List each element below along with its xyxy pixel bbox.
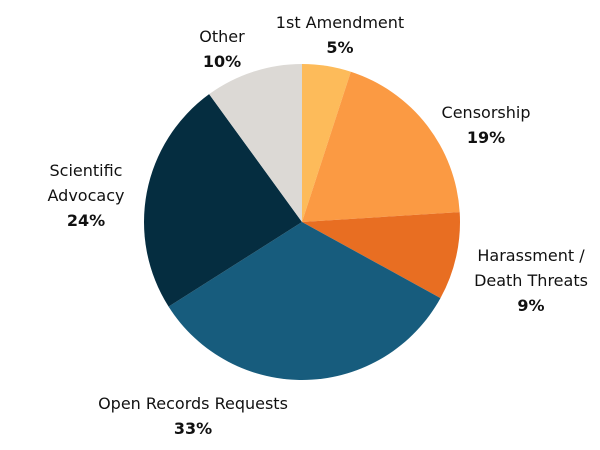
pie-slice <box>209 64 302 222</box>
slice-label: Scientific Advocacy 24% <box>26 158 146 233</box>
value-label: 10% <box>202 52 242 71</box>
category-label: 1st Amendment <box>275 13 405 32</box>
value-label: 24% <box>66 211 106 230</box>
value-label: 19% <box>466 128 506 147</box>
value-label: 33% <box>173 419 213 438</box>
slice-label: Open Records Requests 33% <box>63 391 323 441</box>
category-label: Scientific Advocacy <box>47 161 125 205</box>
slice-label: Other 10% <box>182 24 262 74</box>
value-label: 5% <box>326 38 354 57</box>
slice-label: Harassment / Death Threats 9% <box>461 243 600 318</box>
value-label: 9% <box>517 296 545 315</box>
pie-slice <box>302 64 351 222</box>
category-label: Open Records Requests <box>98 394 288 413</box>
category-label: Harassment / Death Threats <box>474 246 588 290</box>
slice-label: 1st Amendment 5% <box>255 10 425 60</box>
pie-slice <box>302 212 460 299</box>
pie-slice <box>302 71 460 223</box>
slice-label: Censorship 19% <box>411 100 561 150</box>
pie-slice <box>168 222 441 381</box>
category-label: Other <box>199 27 245 46</box>
pie-slice <box>144 94 302 307</box>
category-label: Censorship <box>441 103 531 122</box>
